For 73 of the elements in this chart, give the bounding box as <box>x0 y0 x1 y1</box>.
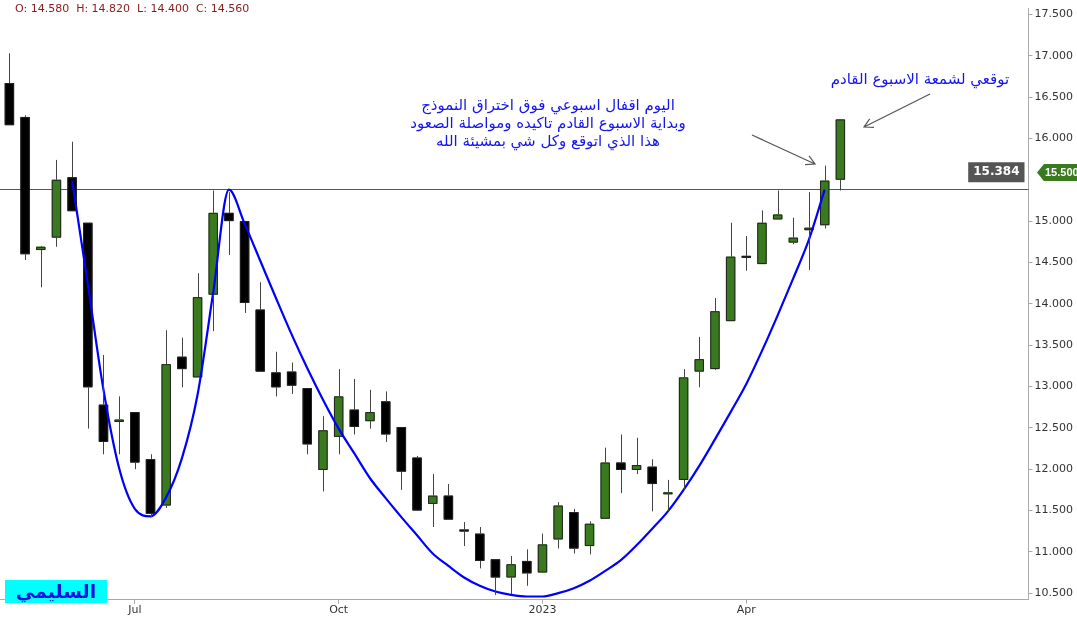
candlestick <box>145 453 156 518</box>
candlestick <box>443 483 454 520</box>
candlestick <box>710 297 720 370</box>
candlestick <box>20 114 30 261</box>
y-tick-label: 11.500 <box>1034 503 1074 517</box>
candlestick <box>349 378 360 435</box>
candlestick <box>380 390 391 443</box>
candlestick <box>584 520 595 555</box>
candlestick <box>616 433 626 494</box>
x-tick-label: 2023 <box>528 603 557 617</box>
x-tick-label: Oct <box>329 603 349 617</box>
candlestick <box>224 191 234 256</box>
candlestick <box>522 548 532 587</box>
candlestick <box>36 246 46 288</box>
y-tick-label: 17.000 <box>1034 48 1074 62</box>
candlestick <box>286 361 297 395</box>
candlestick <box>788 217 799 245</box>
candlestick <box>772 190 783 220</box>
x-tick-label: Jul <box>127 603 142 617</box>
candlestick <box>600 447 610 519</box>
candlestick <box>83 222 93 430</box>
candlestick <box>694 336 704 388</box>
y-tick-label: 17.500 <box>1034 7 1074 21</box>
candlestick <box>412 455 422 511</box>
candlestick <box>255 281 265 372</box>
candlestick <box>490 559 501 596</box>
annotation: توقعي لشمعة الاسبوع القادم <box>829 70 1011 88</box>
candlestick <box>98 354 109 455</box>
candlestick <box>51 159 62 248</box>
candlestick <box>302 388 312 455</box>
annotation: السليمي <box>5 580 107 603</box>
candlestick <box>428 473 438 528</box>
candlestick <box>333 368 344 455</box>
y-tick-label: 12.500 <box>1034 420 1074 434</box>
candlestick <box>192 272 203 378</box>
y-tick-label: 13.000 <box>1034 379 1074 393</box>
candlestick <box>725 222 736 322</box>
y-tick-label: 15.000 <box>1034 213 1074 227</box>
y-tick-label: 14.000 <box>1034 296 1074 310</box>
candlestick <box>678 368 689 491</box>
candlestick <box>365 389 375 430</box>
candlestick <box>804 191 814 271</box>
candlestick <box>239 221 250 314</box>
annotation: اليوم اقفال اسبوعي فوق اختراق النموذج وبداية الاسبوع القادم تاكيده ومواصلة الصعود هذا الذي اتوقع وكل شي بمشيئة الله <box>409 96 687 150</box>
candlestick <box>537 533 548 573</box>
candlestick <box>318 415 328 492</box>
candlestick <box>4 52 15 126</box>
candlestick <box>271 351 281 397</box>
candlestick <box>647 458 657 512</box>
y-tick-label: 16.500 <box>1034 89 1074 103</box>
candlestick <box>459 521 469 547</box>
y-tick-label: 14.500 <box>1034 255 1074 269</box>
candlestick <box>475 526 485 569</box>
x-tick-label: Apr <box>736 603 757 617</box>
candlestick <box>506 555 516 595</box>
candlestick <box>757 209 767 265</box>
candlestick <box>631 437 642 475</box>
candlestick <box>553 501 563 550</box>
candlestick <box>114 395 124 455</box>
y-tick-label: 16.000 <box>1034 131 1074 145</box>
candlestick <box>819 165 830 230</box>
candlestick <box>741 235 751 272</box>
y-tick-label: 13.500 <box>1034 337 1074 351</box>
y-tick-label: 11.000 <box>1034 544 1074 558</box>
candlestick <box>177 337 187 388</box>
candlestick <box>663 479 673 512</box>
y-tick-label: 12.000 <box>1034 462 1074 476</box>
annotation: O: 14.580 H: 14.820 L: 14.400 C: 14.560 <box>15 2 250 16</box>
ref-line-label: 15.384 <box>973 164 1020 179</box>
candlestick <box>208 190 218 332</box>
y-tick-label: 10.500 <box>1034 586 1074 600</box>
candlestick <box>161 329 171 509</box>
candlestick <box>835 119 846 192</box>
